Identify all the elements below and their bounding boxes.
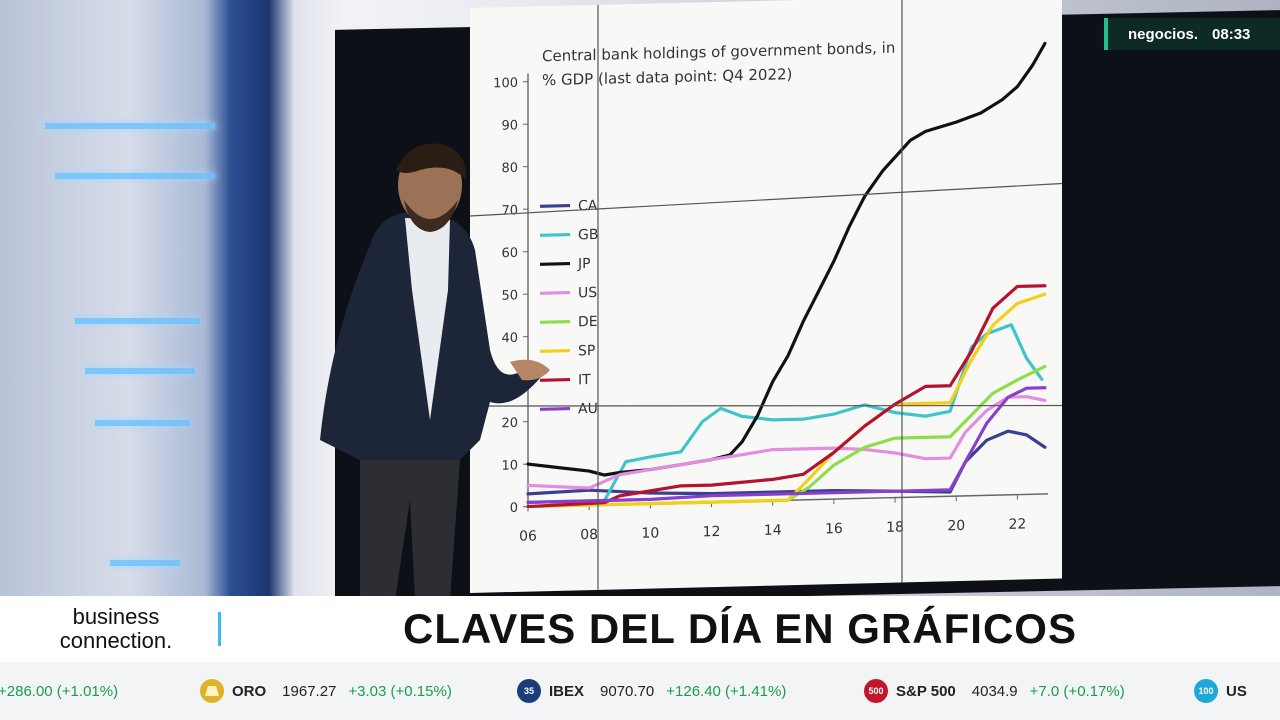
chart-title-line: Central bank holdings of government bond… <box>542 39 895 66</box>
x-tick-label: 16 <box>825 521 843 537</box>
light-strip <box>75 318 200 324</box>
chart-title-line: % GDP (last data point: Q4 2022) <box>542 65 792 89</box>
x-tick-label: 22 <box>1008 516 1026 532</box>
y-tick-label: 10 <box>501 458 518 473</box>
legend-swatch-ca <box>540 203 570 208</box>
legend-swatch-it <box>540 377 570 382</box>
legend-swatch-jp <box>540 261 570 266</box>
logo-line-1: business <box>72 604 160 629</box>
legend-label-us: US <box>578 285 597 301</box>
ticker-symbol: IBEX <box>549 682 585 700</box>
legend-label-de: DE <box>578 314 598 330</box>
ticker-item: 100 US <box>1194 662 1263 720</box>
legend-swatch-gb <box>540 232 570 237</box>
series-line-us <box>526 395 1047 490</box>
chart-panel: Central bank holdings of government bond… <box>470 0 1062 593</box>
ticker-change: +126.40 (+1.41%) <box>666 682 787 700</box>
legend-label-ca: CA <box>578 198 598 214</box>
logo-line-2: connection. <box>59 628 173 653</box>
headline: CLAVES DEL DÍA EN GRÁFICOS <box>403 605 1077 652</box>
screen-seam <box>470 404 1062 407</box>
legend-label-sp: SP <box>578 343 595 359</box>
market-ticker: +286.00 (+1.01%) ORO 1967.27 +3.03 (+0.1… <box>0 662 1280 720</box>
series-line-it <box>526 284 1047 509</box>
legend-swatch-sp <box>540 348 570 353</box>
light-strip <box>55 173 215 179</box>
x-tick-label: 08 <box>580 527 598 543</box>
light-strip <box>110 560 180 566</box>
ticker-symbol: ORO <box>232 682 267 700</box>
legend-label-it: IT <box>578 372 591 388</box>
us100-badge-icon: 100 <box>1194 679 1218 703</box>
chart-legend: CA GB JP US DE SP IT AU <box>540 198 598 417</box>
series-line-gb <box>526 323 1044 504</box>
clock: 08:33 <box>1212 25 1251 43</box>
ticker-change: +3.03 (+0.15%) <box>348 682 452 700</box>
light-strip <box>85 368 195 374</box>
chart-title: Central bank holdings of government bond… <box>542 39 895 90</box>
presenter-figure <box>320 143 550 600</box>
legend-label-gb: GB <box>578 227 598 243</box>
legend-label-au: AU <box>578 401 598 417</box>
series-line-ca <box>526 429 1047 496</box>
legend-label-jp: JP <box>577 256 591 272</box>
light-strip <box>45 123 215 129</box>
x-tick-label: 18 <box>886 519 904 535</box>
series-line-de <box>526 364 1047 509</box>
chart-axes: 0102030405060708090100060810121416182022 <box>493 73 1048 545</box>
y-tick-label: 90 <box>501 118 518 133</box>
legend-swatch-de <box>540 319 570 324</box>
x-tick-label: 10 <box>641 525 659 541</box>
bond-holdings-chart: Central bank holdings of government bond… <box>470 0 1062 590</box>
ticker-symbol: S&P 500 <box>896 682 956 700</box>
y-tick-label: 20 <box>501 416 518 431</box>
ticker-item: 35 IBEX 9070.70 +126.40 (+1.41%) <box>517 662 786 720</box>
logo-divider <box>218 612 221 646</box>
lower-third: business connection. CLAVES DEL DÍA EN G… <box>0 596 1280 664</box>
ticker-change: +286.00 (+1.01%) <box>0 682 119 700</box>
channel-badge: negocios. 08:33 <box>1104 18 1280 50</box>
chart-series <box>526 41 1047 509</box>
x-tick-label: 06 <box>519 528 537 544</box>
screen-seam <box>470 182 1062 217</box>
ticker-value: 9070.70 <box>600 682 655 700</box>
y-tick-label: 40 <box>501 331 518 346</box>
legend-swatch-us <box>540 290 570 295</box>
y-tick-label: 0 <box>510 501 518 516</box>
y-tick-label: 80 <box>501 161 518 176</box>
ticker-change: +7.0 (+0.17%) <box>1029 682 1125 700</box>
y-tick-label: 60 <box>501 246 518 261</box>
ticker-value: 4034.9 <box>971 682 1018 700</box>
series-line-au <box>526 386 1047 504</box>
x-tick-label: 12 <box>703 524 721 540</box>
gold-icon <box>200 679 224 703</box>
legend-swatch-au <box>540 406 570 411</box>
ticker-item: ORO 1967.27 +3.03 (+0.15%) <box>200 662 452 720</box>
ticker-symbol: US <box>1226 682 1247 700</box>
program-logo: business connection. <box>18 602 214 656</box>
light-strip <box>95 420 190 426</box>
ticker-item: 500 S&P 500 4034.9 +7.0 (+0.17%) <box>864 662 1125 720</box>
ticker-value: 1967.27 <box>282 682 337 700</box>
y-tick-label: 70 <box>501 203 518 218</box>
ticker-item: +286.00 (+1.01%) <box>0 662 118 720</box>
channel-name: negocios. <box>1128 25 1199 43</box>
ibex-badge-icon: 35 <box>517 679 541 703</box>
y-tick-label: 50 <box>501 288 518 303</box>
series-line-sp <box>526 292 1047 509</box>
sp500-badge-icon: 500 <box>864 679 888 703</box>
x-tick-label: 20 <box>947 518 965 534</box>
y-tick-label: 100 <box>493 76 518 92</box>
series-line-jp <box>526 41 1047 477</box>
x-tick-label: 14 <box>764 522 782 538</box>
